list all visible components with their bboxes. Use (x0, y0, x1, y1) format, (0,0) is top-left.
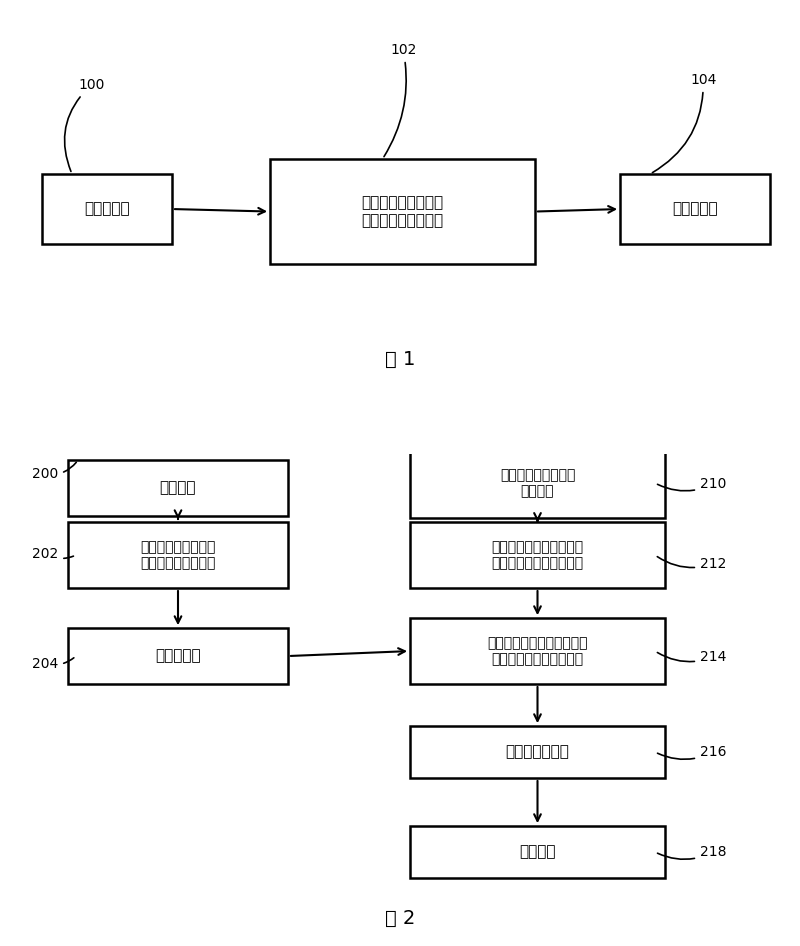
Text: 104: 104 (653, 73, 716, 172)
Bar (410, 522, 665, 588)
Text: 202: 202 (32, 547, 74, 561)
Text: 固化除水剂: 固化除水剂 (155, 649, 201, 663)
Text: 提供一基材: 提供一基材 (84, 201, 130, 217)
Text: 212: 212 (658, 556, 726, 571)
Bar (410, 826, 665, 878)
Text: 204: 204 (32, 657, 74, 671)
Bar (68, 460, 288, 517)
Text: 有机电濃发光二极管
基板对准: 有机电濃发光二极管 基板对准 (500, 468, 575, 499)
Text: 200: 200 (32, 463, 76, 482)
Text: 压合盖板与基板: 压合盖板与基板 (506, 745, 570, 760)
Text: 盖板对准: 盖板对准 (160, 481, 196, 496)
Text: 100: 100 (65, 78, 104, 171)
Bar (410, 726, 665, 778)
Bar (42, 174, 172, 244)
Bar (68, 522, 288, 588)
Bar (620, 174, 770, 244)
Text: 于有机电濃发光二极管基
板与盖板之间提供一胶层: 于有机电濃发光二极管基 板与盖板之间提供一胶层 (491, 540, 583, 570)
Text: 将有机电濃发光二极管基板
与具有除水剂的盖板对准: 将有机电濃发光二极管基板 与具有除水剂的盖板对准 (487, 636, 588, 666)
Text: 利用噴墨印刷方式将
除水剂噴涂在基材上: 利用噴墨印刷方式将 除水剂噴涂在基材上 (362, 195, 443, 228)
Bar (270, 159, 535, 264)
Text: 固化胶胶: 固化胶胶 (519, 845, 556, 860)
Text: 218: 218 (658, 845, 726, 859)
Text: 利用噴墨印刷方式将
除水剂噴涂在盖板上: 利用噴墨印刷方式将 除水剂噴涂在盖板上 (140, 540, 216, 570)
Text: 102: 102 (384, 43, 416, 157)
Bar (410, 448, 665, 518)
Bar (410, 618, 665, 684)
Text: 固化除水剂: 固化除水剂 (672, 201, 718, 217)
Text: 216: 216 (658, 745, 726, 760)
Text: 图 1: 图 1 (385, 350, 415, 369)
Text: 210: 210 (658, 477, 726, 491)
Text: 图 2: 图 2 (385, 908, 415, 927)
Text: 214: 214 (658, 650, 726, 664)
Bar (68, 628, 288, 684)
